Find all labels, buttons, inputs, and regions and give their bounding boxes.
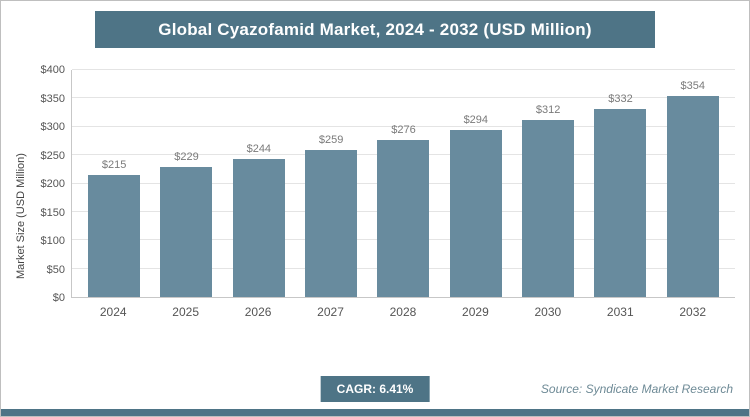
bar-2029 [449,130,502,297]
bar-value-label: $354 [680,80,706,93]
bar-value-label: $259 [318,134,344,147]
bar-2024 [88,175,141,297]
y-tick-label: $350 [40,92,65,105]
x-tick-label: 2028 [389,305,417,319]
bar-column: $332 [584,70,656,297]
chart-title: Global Cyazofamid Market, 2024 - 2032 (U… [95,11,655,48]
y-tick-label: $300 [40,121,65,133]
bar-value-label: $332 [608,92,633,105]
bar-value-label: $312 [535,103,561,116]
y-tick-label: $250 [40,149,65,162]
bar-column: $312 [512,70,584,297]
bar-value-label: $294 [463,114,489,127]
bar-2031 [594,108,647,297]
bar-column: $244 [223,70,295,297]
footer-row: CAGR: 6.41% Source: Syndicate Market Res… [1,376,749,402]
plot-area: $215 $229 $244 $259 $276 $294 $312 $332 $354 [71,69,735,298]
y-tick-label: $0 [52,292,65,304]
x-tick-label: 2025 [172,305,199,319]
bar-2030 [522,119,575,297]
bottom-accent-strip [1,409,749,416]
bar-value-label: $244 [246,142,272,155]
x-tick-label: 2032 [679,305,707,319]
bar-2027 [305,150,358,297]
bar-column: $229 [150,70,222,297]
plot-wrap: $215 $229 $244 $259 $276 $294 $312 $332 $354 202… [71,69,735,332]
y-tick-label: $50 [46,263,65,276]
chart-region: Market Size (USD Million) $0 $50 $100 $150 $… [11,64,735,332]
y-tick-label: $100 [40,235,65,247]
y-tick-label: $400 [40,64,65,76]
cagr-badge: CAGR: 6.41% [320,376,430,402]
bar-column: $215 [78,70,150,297]
bars-row: $215 $229 $244 $259 $276 $294 $312 $332 $354 [72,70,735,297]
y-axis-title: Market Size (USD Million) [15,153,27,279]
y-axis: $0 $50 $100 $150 $200 $250 $300 $350 $400 [31,64,71,304]
bar-value-label: $215 [101,159,127,171]
gridline [72,69,735,70]
bar-value-label: $276 [391,124,416,137]
bar-2025 [160,167,213,297]
x-axis: 2024 2025 2026 2027 2028 2029 2030 2031 2032 [71,305,735,319]
x-tick-label: 2027 [317,305,344,319]
bar-column: $294 [440,70,512,297]
gridline [72,125,735,127]
bar-column: $259 [295,70,367,297]
gridline [72,97,735,99]
bar-2028 [377,140,430,297]
y-tick-label: $150 [40,206,65,219]
y-tick-label: $200 [40,178,65,190]
x-tick-label: 2031 [606,305,634,319]
x-tick-label: 2029 [462,305,489,319]
bar-column: $276 [367,70,439,297]
source-note: Source: Syndicate Market Research [540,382,733,396]
bar-2026 [232,158,285,297]
bar-column: $354 [657,70,729,297]
x-tick-label: 2024 [99,305,127,319]
x-tick-label: 2026 [244,305,272,319]
bar-2032 [666,96,719,297]
x-tick-label: 2030 [534,305,562,319]
bar-value-label: $229 [174,151,199,164]
